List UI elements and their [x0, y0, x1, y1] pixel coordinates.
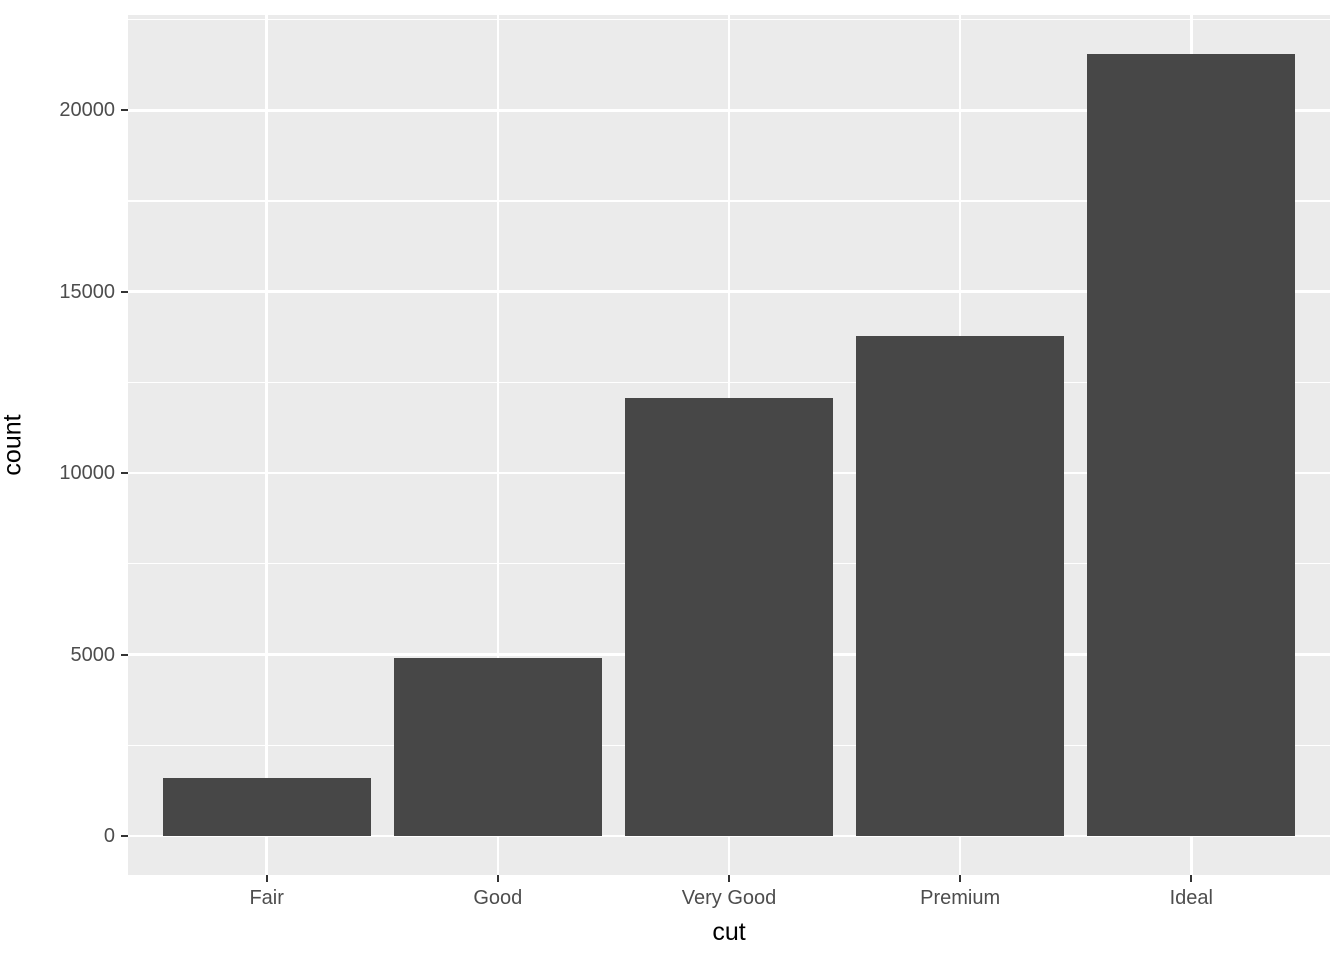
x-axis-tick-label: Fair [249, 887, 284, 909]
y-axis-tick [121, 109, 128, 112]
y-axis-tick-label: 0 [103, 824, 115, 847]
x-axis-tick [265, 875, 268, 882]
bar-very-good [624, 397, 833, 836]
x-axis-title: cut [712, 918, 746, 946]
bar-good [393, 657, 602, 836]
y-axis-tick [121, 290, 128, 293]
plot-panel [128, 15, 1330, 875]
major-gridline-x [496, 15, 500, 875]
y-axis-tick-label: 10000 [59, 462, 115, 485]
major-gridline-x [265, 15, 268, 875]
y-axis-tick [121, 834, 128, 837]
x-axis-tick-label: Very Good [681, 887, 777, 909]
x-axis-tick-label: Good [473, 887, 523, 909]
y-axis-tick [121, 472, 128, 475]
bar-ideal [1087, 54, 1296, 836]
x-axis-tick-label: Premium [920, 887, 1001, 909]
x-axis-tick [959, 875, 962, 882]
bar-premium [856, 335, 1065, 836]
y-axis-title: count [0, 414, 27, 476]
x-axis-tick-label: Ideal [1169, 887, 1213, 909]
x-axis-tick [496, 875, 499, 882]
y-axis-tick [121, 653, 128, 656]
bar-fair [162, 777, 371, 836]
x-axis-tick [1190, 875, 1193, 882]
y-axis-tick-label: 20000 [59, 99, 115, 122]
x-axis-tick [728, 875, 730, 882]
y-axis-tick-label: 15000 [59, 280, 115, 303]
y-axis-tick-label: 5000 [70, 643, 116, 666]
